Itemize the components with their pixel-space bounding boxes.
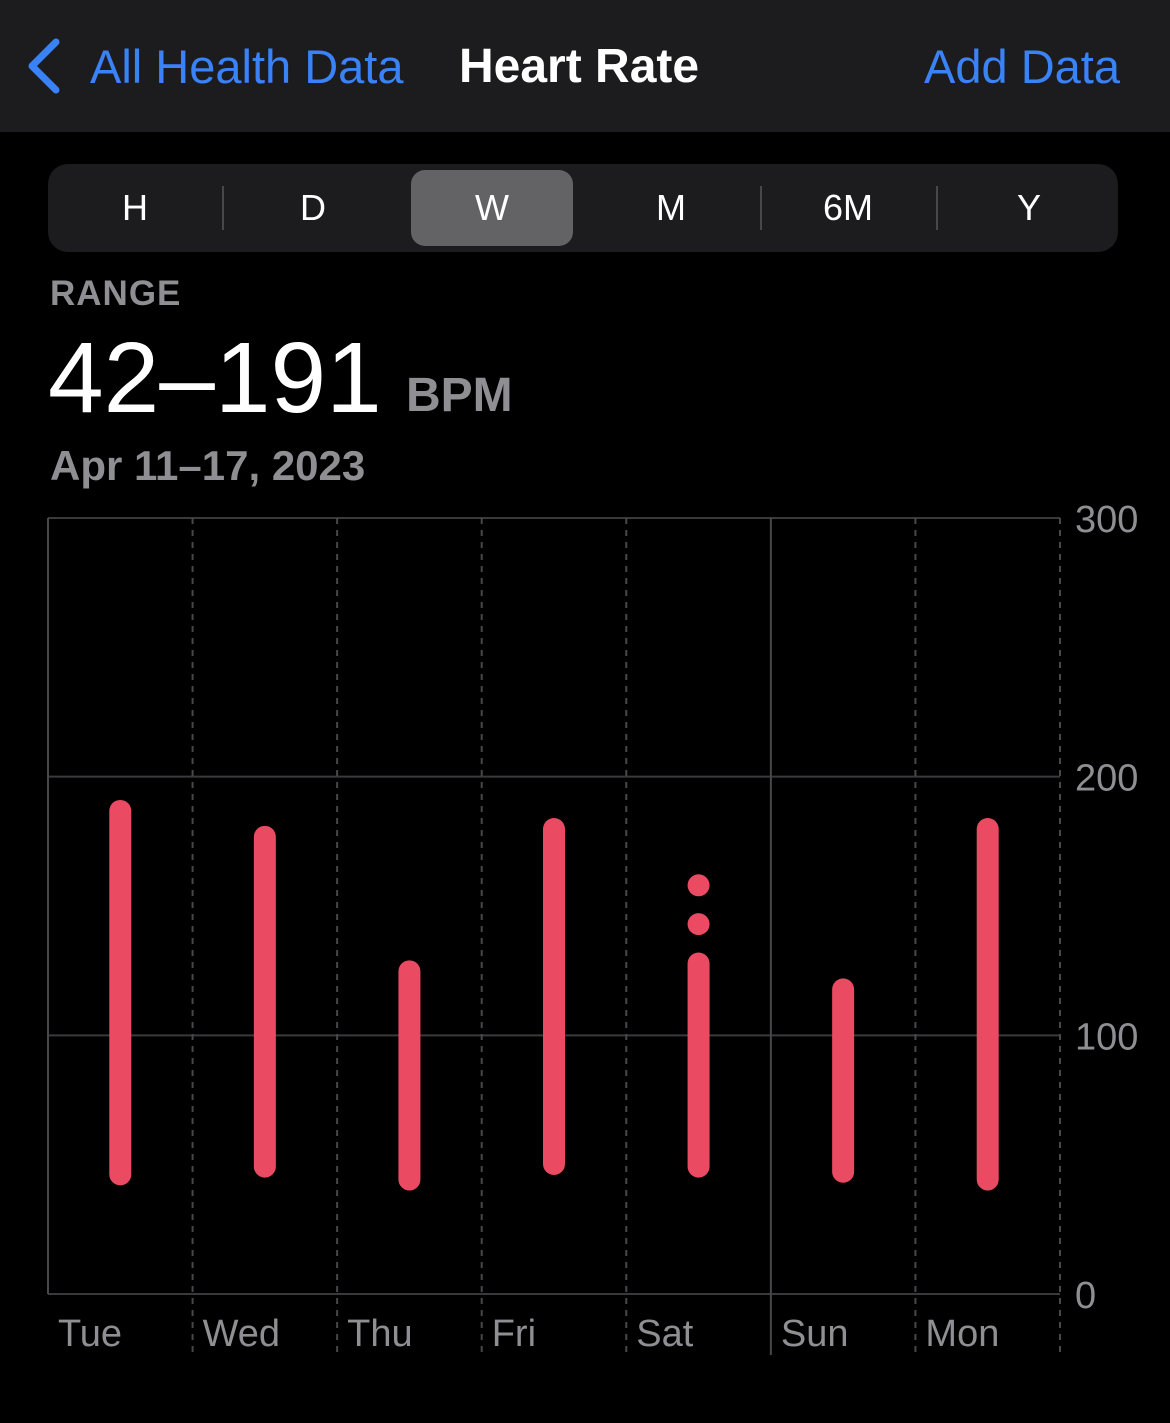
y-tick-label: 200 [1075,758,1138,800]
x-tick-label: Mon [925,1313,999,1355]
range-bar-sun [832,978,855,1183]
segment-hour[interactable]: H [122,187,148,228]
segment-six-months[interactable]: 6M [822,187,873,228]
navigation-bar: All Health Data Heart Rate Add Data [0,0,1170,132]
range-bar-thu [398,960,421,1191]
back-button-label: All Health Data [90,39,404,93]
x-tick-label: Sat [636,1313,693,1355]
segment-year[interactable]: Y [1016,187,1041,228]
x-tick-label: Wed [203,1313,280,1355]
time-range-segmented-control: H D W M 6M Y [48,164,1118,252]
summary-unit: BPM [406,369,513,422]
segment-day[interactable]: D [300,187,326,228]
y-tick-label: 100 [1075,1016,1138,1058]
y-tick-label: 0 [1075,1275,1096,1317]
summary-date-range: Apr 11–17, 2023 [50,442,366,489]
segment-divider [936,186,938,230]
page-title: Heart Rate [459,40,700,93]
segment-month[interactable]: M [656,187,686,228]
summary-label: RANGE [50,274,182,313]
back-button[interactable]: All Health Data [24,30,404,102]
x-tick-label: Tue [58,1313,122,1355]
data-point-sat [687,874,710,897]
segment-week[interactable]: W [411,170,573,246]
heart-rate-chart[interactable]: 0 100 200 300 Tue Wed Thu Fri Sat Sun Mon [0,500,1170,1380]
range-bar-tue [109,799,132,1186]
chevron-left-icon [28,38,60,94]
range-bar-mon [976,818,999,1191]
range-bar-sat [687,952,710,1178]
y-tick-label: 300 [1075,500,1138,541]
data-point-sat [687,913,710,936]
summary-value: 42–191 [48,322,382,434]
range-bar-fri [543,818,565,1176]
segment-divider [222,186,224,230]
x-tick-label: Thu [347,1313,412,1355]
range-bar-wed [253,825,276,1178]
x-tick-label: Sun [781,1313,849,1355]
segment-divider [760,186,762,230]
add-data-button[interactable]: Add Data [924,40,1120,93]
x-tick-label: Fri [492,1313,536,1355]
